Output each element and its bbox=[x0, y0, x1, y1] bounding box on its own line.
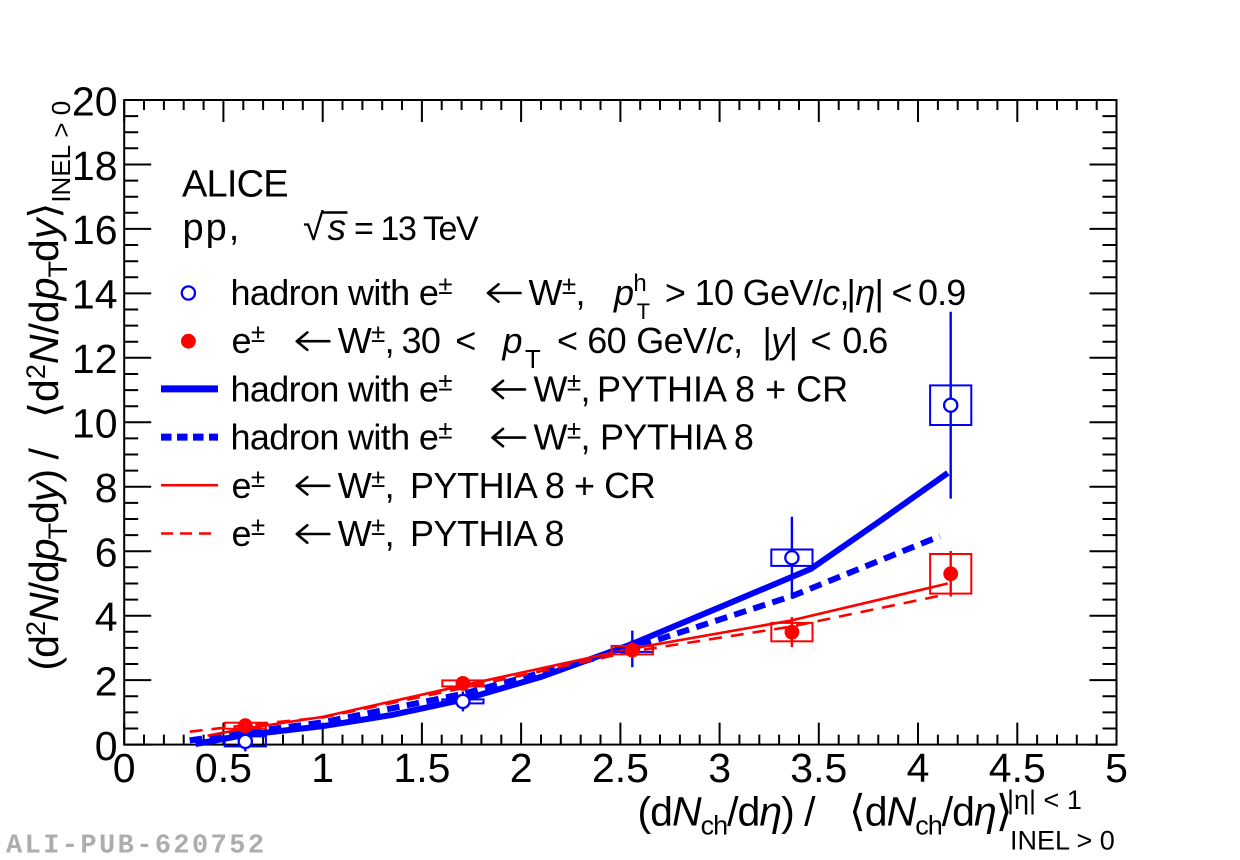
svg-text:pp,: pp, bbox=[183, 207, 242, 249]
svg-text:20: 20 bbox=[72, 78, 118, 124]
svg-text:3.5: 3.5 bbox=[790, 745, 847, 791]
svg-text:= 13 TeV: = 13 TeV bbox=[354, 210, 479, 248]
svg-text:hadron with e±W±,PYTHIA 8 + CR: hadron with e± W±, PYTHIA 8 + CR bbox=[231, 366, 849, 409]
svg-text:INEL > 0: INEL > 0 bbox=[1010, 826, 1115, 856]
svg-text:10: 10 bbox=[72, 401, 118, 447]
svg-text:6: 6 bbox=[95, 530, 118, 576]
svg-text:1.5: 1.5 bbox=[393, 745, 450, 791]
svg-text:|η| < 1: |η| < 1 bbox=[1007, 785, 1082, 815]
svg-text:14: 14 bbox=[72, 272, 118, 318]
svg-text:2.5: 2.5 bbox=[592, 745, 649, 791]
svg-text:0: 0 bbox=[113, 745, 136, 791]
svg-text:0: 0 bbox=[95, 723, 118, 769]
svg-text:0.5: 0.5 bbox=[195, 745, 252, 791]
svg-text:8: 8 bbox=[95, 465, 118, 511]
svg-text:5: 5 bbox=[1105, 745, 1128, 791]
svg-text:4: 4 bbox=[95, 594, 118, 640]
svg-text:(d2N/dpTdy) / ⟨d2N/dpTdy⟩INE: (d2N/dpTdy) / ⟨d2N/dpTdy⟩INEL > 0 bbox=[21, 101, 76, 671]
svg-text:s: s bbox=[328, 207, 347, 248]
svg-text:2: 2 bbox=[95, 658, 118, 704]
svg-text:4: 4 bbox=[907, 745, 930, 791]
svg-text:1: 1 bbox=[311, 745, 334, 791]
svg-text:16: 16 bbox=[72, 207, 118, 253]
svg-text:(dNch/dη) / ⟨dNch/dη⟩: (dNch/dη) / ⟨dNch/dη⟩ bbox=[638, 788, 1012, 841]
svg-text:12: 12 bbox=[72, 336, 118, 382]
svg-text:18: 18 bbox=[72, 143, 118, 189]
svg-text:3: 3 bbox=[708, 745, 731, 791]
svg-text:ALI-PUB-620752: ALI-PUB-620752 bbox=[6, 831, 266, 860]
svg-text:√: √ bbox=[303, 207, 324, 249]
svg-text:2: 2 bbox=[510, 745, 533, 791]
svg-text:4.5: 4.5 bbox=[989, 745, 1046, 791]
svg-text:ALICE: ALICE bbox=[182, 164, 288, 206]
